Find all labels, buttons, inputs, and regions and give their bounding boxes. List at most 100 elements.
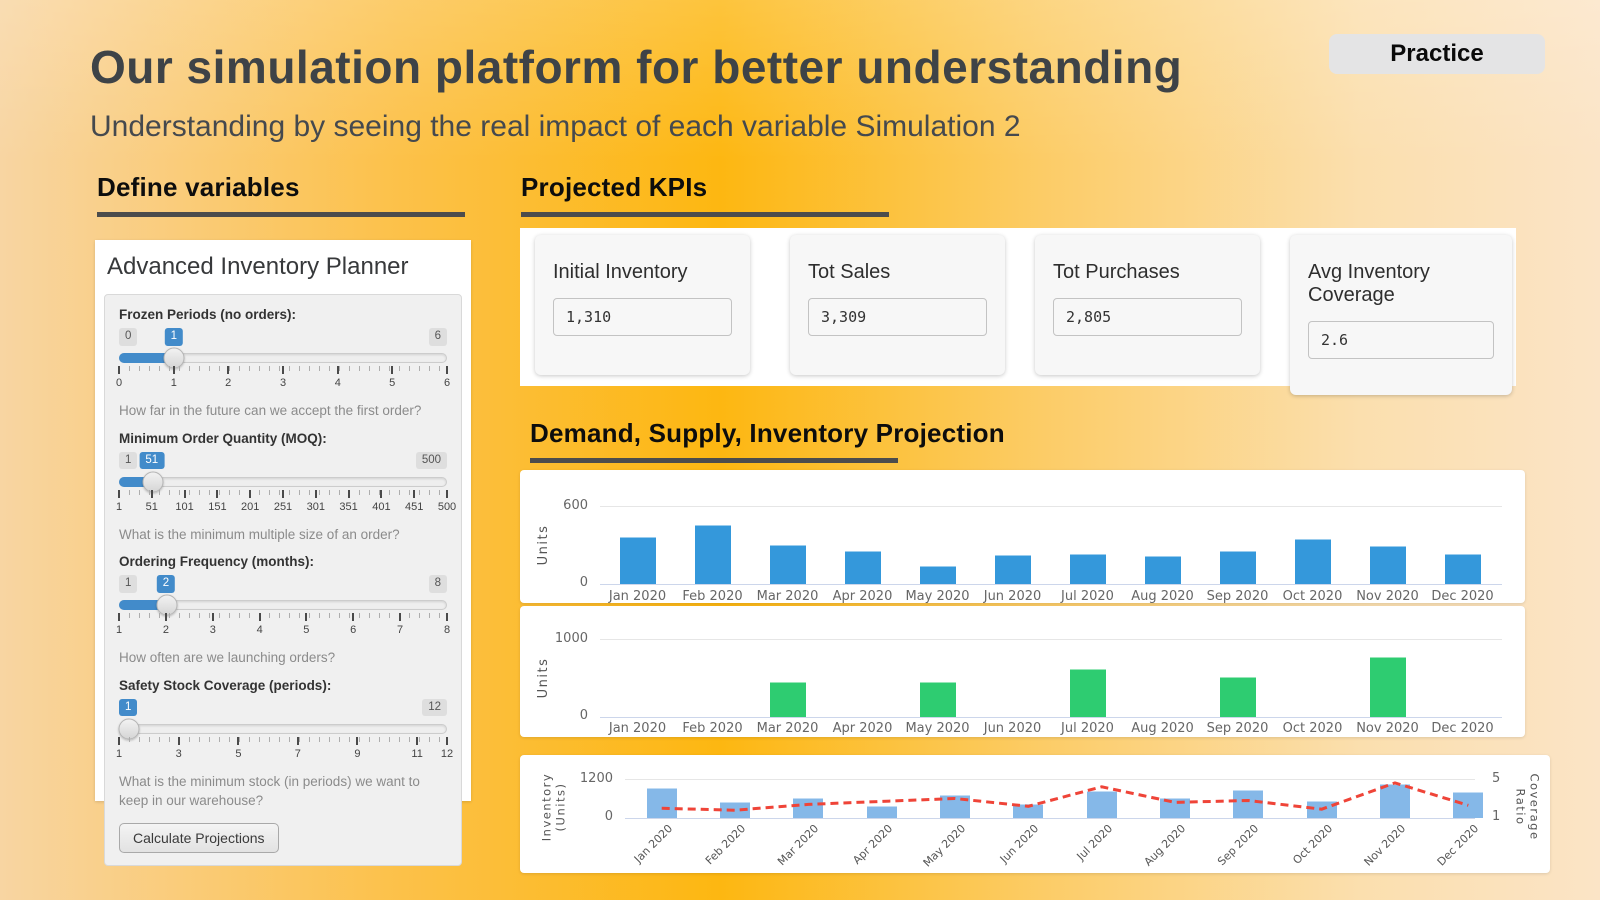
slider-major-tick xyxy=(150,489,153,498)
slider-help-text: What is the minimum multiple size of an … xyxy=(119,526,400,542)
kpi-panel: Initial Inventory 1,310 Tot Sales 3,309 Tot … xyxy=(520,228,1516,395)
slider-value-badge: 51 xyxy=(139,451,165,470)
x-label: Aug 2020 xyxy=(1131,721,1194,736)
slider-major-tick xyxy=(118,736,120,745)
slider-tick-row: 1 2 3 4 5 6 7 8 xyxy=(116,613,450,639)
slider-major-tick xyxy=(177,736,180,745)
slider-track[interactable] xyxy=(119,347,447,369)
slider-fill xyxy=(119,600,166,611)
slider-track[interactable] xyxy=(118,718,447,740)
slider-tick-label: 5 xyxy=(389,377,396,389)
slider-tick-label: 6 xyxy=(443,377,451,389)
slider-minor-ticks xyxy=(119,613,447,619)
kpi-title: Tot Purchases xyxy=(1053,261,1180,283)
slider-major-tick xyxy=(352,613,355,622)
slider-major-tick xyxy=(227,366,230,374)
section-underline xyxy=(530,458,898,463)
bar-jul-2020 xyxy=(1069,554,1106,584)
slider-max-badge: 500 xyxy=(415,451,447,470)
slider-tick-label: 2 xyxy=(225,377,232,389)
slider-tick-label: 201 xyxy=(241,500,260,513)
slider-tick-label: 51 xyxy=(145,500,158,513)
slider-tick-label: 451 xyxy=(405,500,424,513)
y2-tick-min: 1 xyxy=(1492,809,1501,824)
y-tick-max: 1200 xyxy=(579,771,613,786)
y-tick-max: 1000 xyxy=(554,631,588,646)
page-subtitle: Understanding by seeing the real impact … xyxy=(90,110,1021,143)
slider-major-tick xyxy=(336,366,339,374)
slider-major-tick xyxy=(416,736,419,745)
slider-badge-row: 0 1 6 xyxy=(119,328,447,348)
slider-tick-label: 5 xyxy=(235,747,242,760)
x-label: Jan 2020 xyxy=(608,721,667,736)
bar-mar-2020 xyxy=(793,798,824,818)
x-label: Feb 2020 xyxy=(682,589,743,604)
planner-title: Advanced Inventory Planner xyxy=(107,253,409,280)
kpi-title: Avg Inventory Coverage xyxy=(1308,261,1430,306)
x-label: Feb 2020 xyxy=(682,721,743,736)
x-label: Jul 2020 xyxy=(1061,721,1114,736)
x-label: Apr 2020 xyxy=(832,721,893,736)
slider-tick-label: 5 xyxy=(303,624,310,637)
bar-may-2020 xyxy=(919,681,956,717)
slider-major-tick xyxy=(118,613,120,622)
slider-tick-label: 4 xyxy=(256,624,263,637)
kpi-card-4: Avg Inventory Coverage 2.6 xyxy=(1290,235,1512,395)
x-label: Jun 2020 xyxy=(983,589,1042,604)
kpi-value-box: 3,309 xyxy=(808,298,987,336)
bar-dec-2020 xyxy=(1444,554,1481,584)
slider-label: Safety Stock Coverage (periods): xyxy=(119,677,332,693)
slider-group-2: Minimum Order Quantity (MOQ): 1 51 500 1 51 10… xyxy=(116,430,456,545)
section-projection-charts: Demand, Supply, Inventory Projection xyxy=(530,418,1005,463)
y-tick-max: 600 xyxy=(563,498,588,513)
slider-value-badge: 1 xyxy=(164,328,183,346)
slider-tick-label: 251 xyxy=(273,500,293,513)
slider-value-badge: 1 xyxy=(119,698,138,717)
slider-track[interactable] xyxy=(119,471,447,493)
slider-tick-label: 1 xyxy=(170,377,177,389)
section-define-variables: Define variables xyxy=(97,172,465,217)
slider-tick-label: 2 xyxy=(162,624,169,637)
slider-badge-row: 1 51 500 xyxy=(119,451,447,472)
slider-max-badge: 6 xyxy=(428,328,447,346)
section-underline xyxy=(97,212,465,217)
section-title-define-variables: Define variables xyxy=(97,172,300,202)
x-label: Jun 2020 xyxy=(983,721,1042,736)
slider-tick-label: 9 xyxy=(354,747,361,760)
bar-jul-2020 xyxy=(1086,791,1117,818)
x-label: Jul 2020 xyxy=(1061,589,1114,604)
slider-major-tick xyxy=(183,489,186,498)
slider-badge-row: 1 12 xyxy=(119,698,447,719)
slider-value-badge: 2 xyxy=(156,575,176,593)
slider-tick-row: 1 3 5 7 9 11 12 xyxy=(116,736,453,763)
y-gridline xyxy=(600,639,1502,640)
bar-nov-2020 xyxy=(1369,656,1406,717)
slider-major-tick xyxy=(446,613,448,622)
slider-group-1: Frozen Periods (no orders): 0 1 6 0 1 2 3 4 5 6 How… xyxy=(115,307,451,421)
slider-major-tick xyxy=(282,366,284,374)
slider-label: Frozen Periods (no orders): xyxy=(119,307,297,322)
x-label: Sep 2020 xyxy=(1206,589,1269,604)
bar-mar-2020 xyxy=(769,681,806,717)
slider-tick-label: 6 xyxy=(350,624,357,637)
calculate-projections-button[interactable]: Calculate Projections xyxy=(119,822,279,853)
slider-fill xyxy=(119,353,174,363)
practice-badge[interactable]: Practice xyxy=(1329,34,1545,74)
x-axis-line xyxy=(600,717,1502,718)
slider-minor-ticks xyxy=(119,736,447,742)
slider-major-tick xyxy=(446,366,448,374)
bar-jan-2020 xyxy=(619,537,656,584)
kpi-title: Initial Inventory xyxy=(553,261,688,283)
slider-tick-label: 0 xyxy=(115,377,123,389)
slider-track[interactable] xyxy=(119,594,447,616)
slider-major-tick xyxy=(347,489,350,498)
slider-tick-label: 7 xyxy=(397,624,404,637)
slider-label: Minimum Order Quantity (MOQ): xyxy=(119,430,327,446)
slider-major-tick xyxy=(216,489,219,498)
bar-apr-2020 xyxy=(844,550,881,584)
section-underline xyxy=(521,212,889,217)
slider-major-tick xyxy=(258,613,261,622)
x-label: Mar 2020 xyxy=(756,721,819,736)
slider-major-tick xyxy=(237,736,240,745)
